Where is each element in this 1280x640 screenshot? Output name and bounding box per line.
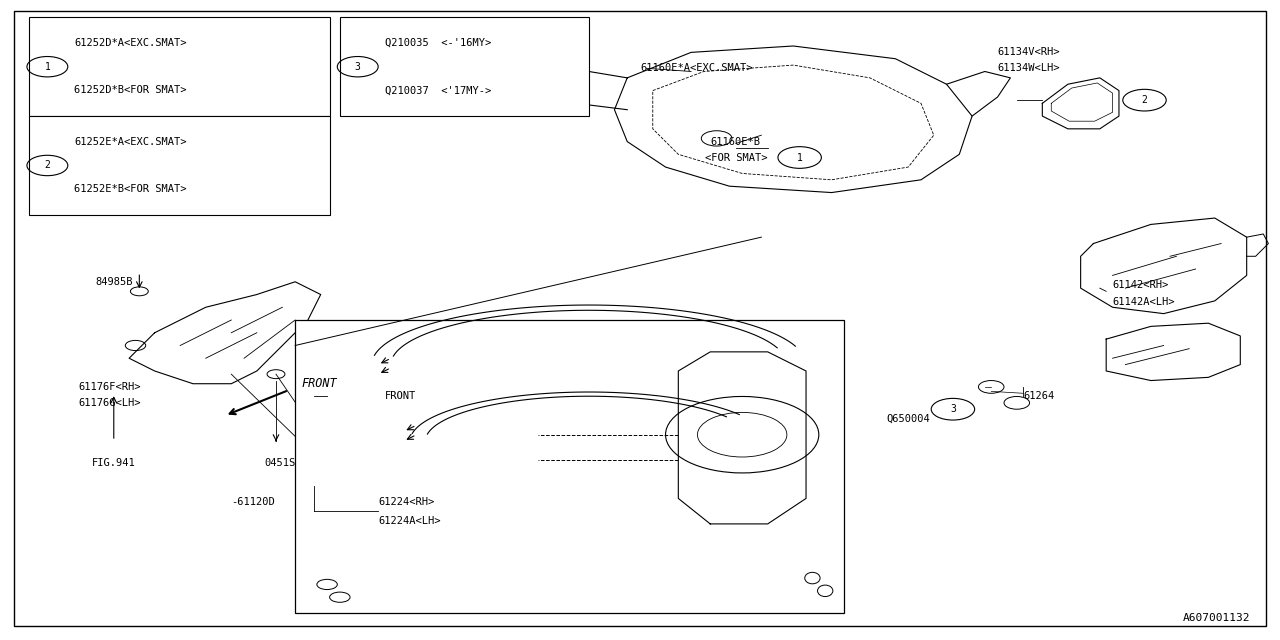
Text: 3: 3 [355, 61, 361, 72]
Text: FRONT: FRONT [384, 392, 416, 401]
Text: Q650004: Q650004 [886, 414, 931, 424]
Text: <FOR SMAT>: <FOR SMAT> [704, 152, 767, 163]
Text: 61142<RH>: 61142<RH> [1112, 280, 1169, 290]
Text: 2: 2 [45, 161, 50, 170]
Text: 61176G<LH>: 61176G<LH> [78, 398, 141, 408]
Text: FIG.941: FIG.941 [92, 458, 136, 468]
Text: 61224A<LH>: 61224A<LH> [378, 516, 440, 525]
Text: Q210035  <-'16MY>: Q210035 <-'16MY> [384, 38, 490, 48]
Text: 1: 1 [796, 152, 803, 163]
Text: 61252E*B<FOR SMAT>: 61252E*B<FOR SMAT> [74, 184, 187, 194]
Text: 61134V<RH>: 61134V<RH> [997, 47, 1060, 58]
Bar [29, 116, 330, 215]
Bar [340, 17, 589, 116]
Text: A607001132: A607001132 [1183, 612, 1251, 623]
Text: 84985B: 84985B [95, 276, 133, 287]
Text: 0451S: 0451S [264, 458, 296, 468]
Text: 61160E*A<EXC.SMAT>: 61160E*A<EXC.SMAT> [640, 63, 753, 74]
Text: 61252D*B<FOR SMAT>: 61252D*B<FOR SMAT> [74, 85, 187, 95]
Text: 61224<RH>: 61224<RH> [378, 497, 434, 507]
Bar [29, 17, 330, 116]
Text: 61134W<LH>: 61134W<LH> [997, 63, 1060, 74]
Text: 1: 1 [45, 61, 50, 72]
Text: 61142A<LH>: 61142A<LH> [1112, 297, 1175, 307]
Text: 3: 3 [950, 404, 956, 414]
Text: 61160E*B: 61160E*B [710, 136, 760, 147]
Text: FRONT: FRONT [302, 377, 337, 390]
Text: 2: 2 [1142, 95, 1147, 105]
Text: Q210037  <'17MY->: Q210037 <'17MY-> [384, 85, 490, 95]
Text: 61252D*A<EXC.SMAT>: 61252D*A<EXC.SMAT> [74, 38, 187, 48]
Text: 61252E*A<EXC.SMAT>: 61252E*A<EXC.SMAT> [74, 137, 187, 147]
Text: 61176F<RH>: 61176F<RH> [78, 382, 141, 392]
Text: 61264: 61264 [1023, 392, 1055, 401]
Bar [296, 320, 845, 613]
Text: -61120D: -61120D [232, 497, 275, 507]
